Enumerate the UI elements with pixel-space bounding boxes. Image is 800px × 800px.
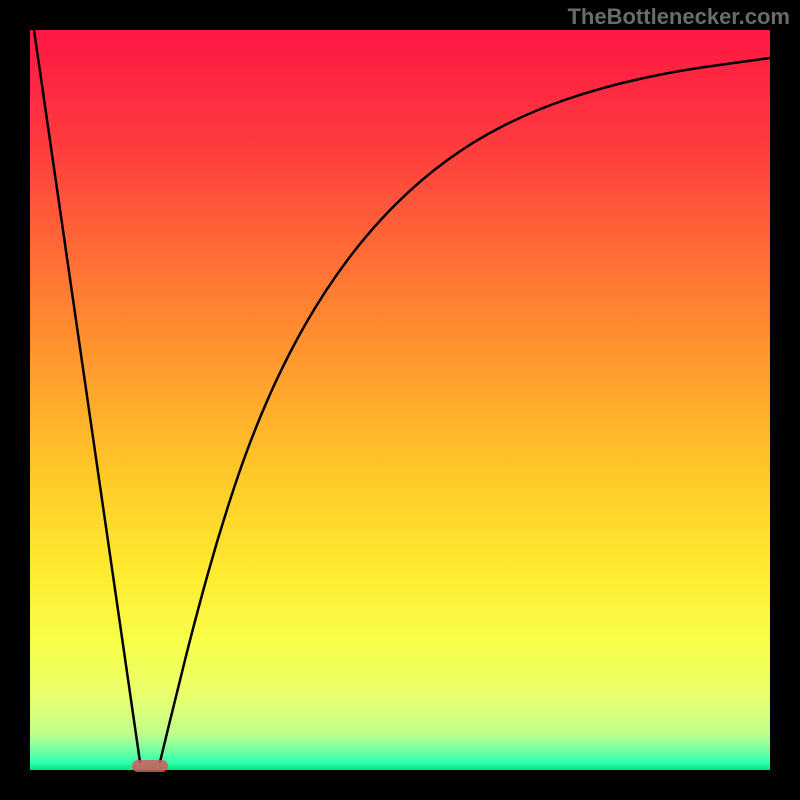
bottleneck-chart — [0, 0, 800, 800]
optimum-marker — [132, 760, 168, 772]
chart-container: TheBottlenecker.com — [0, 0, 800, 800]
plot-background — [30, 30, 770, 770]
watermark-text: TheBottlenecker.com — [567, 4, 790, 30]
